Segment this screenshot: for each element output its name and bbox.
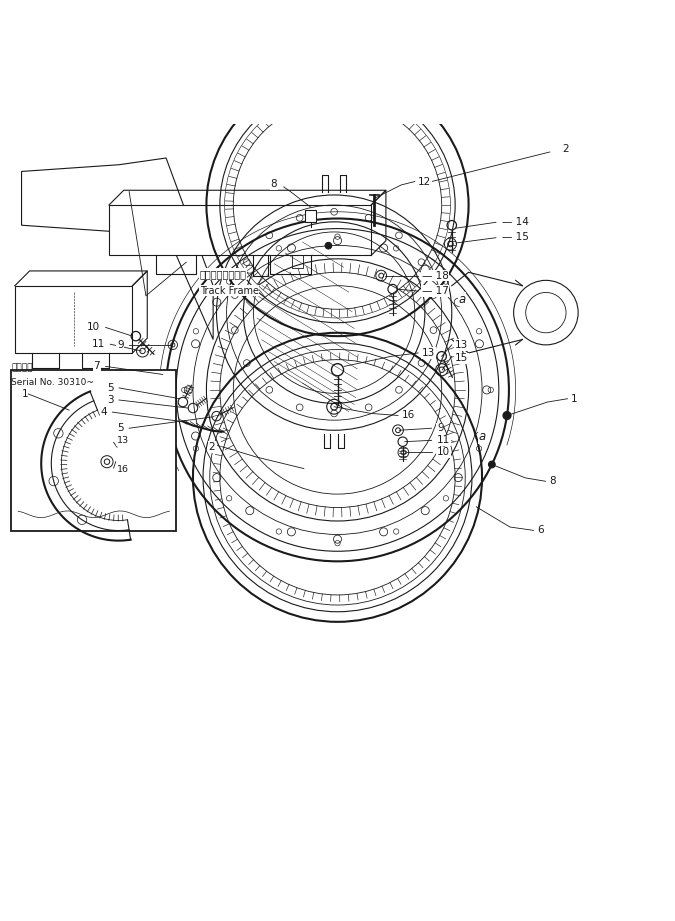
Text: 8: 8	[271, 180, 277, 189]
Text: トラックフレーム: トラックフレーム	[200, 269, 246, 279]
Text: 5: 5	[107, 383, 113, 393]
Text: 2: 2	[209, 442, 215, 452]
Circle shape	[503, 412, 511, 420]
Text: 11: 11	[92, 339, 105, 349]
Bar	[109, 205, 371, 255]
Text: 16: 16	[402, 411, 414, 421]
Text: 9: 9	[117, 340, 124, 350]
Text: 11: 11	[437, 436, 450, 446]
Text: 5: 5	[117, 424, 124, 433]
Text: 4: 4	[101, 407, 107, 417]
Circle shape	[325, 242, 332, 249]
Text: 9: 9	[437, 424, 443, 433]
Text: 15: 15	[455, 354, 468, 363]
Text: a: a	[479, 430, 485, 444]
Text: Track Frame: Track Frame	[200, 286, 259, 296]
Bar	[15, 286, 132, 353]
Bar	[305, 210, 316, 222]
Text: 10: 10	[437, 448, 450, 458]
Text: 13: 13	[117, 437, 129, 445]
Text: 10: 10	[87, 322, 100, 332]
Text: 1: 1	[22, 389, 28, 399]
Text: 2: 2	[563, 145, 569, 154]
Text: 12: 12	[418, 177, 431, 187]
Text: 1: 1	[571, 393, 578, 403]
Text: 13: 13	[455, 340, 468, 350]
Text: — 17: — 17	[421, 286, 448, 296]
Text: 13: 13	[421, 348, 435, 358]
Text: 3: 3	[107, 395, 113, 405]
Text: 8: 8	[549, 476, 556, 486]
Text: Serial No. 30310~: Serial No. 30310~	[11, 378, 94, 387]
Text: — 15: — 15	[502, 232, 529, 242]
Circle shape	[489, 461, 495, 468]
Text: 16: 16	[117, 465, 129, 474]
Text: 6: 6	[537, 525, 543, 535]
Text: a: a	[458, 293, 466, 306]
Text: 7: 7	[94, 361, 100, 371]
Bar	[11, 369, 176, 531]
Text: 適用号機: 適用号機	[11, 363, 33, 372]
Text: — 18: — 18	[421, 271, 448, 281]
Text: — 14: — 14	[502, 216, 529, 227]
